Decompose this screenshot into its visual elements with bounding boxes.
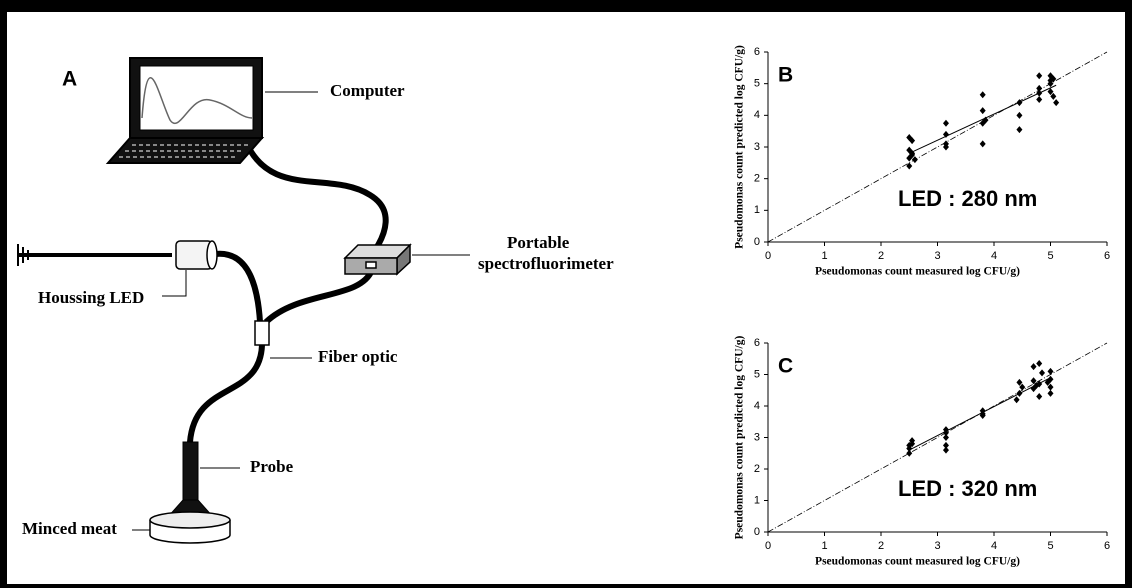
y-tick-label: 4 xyxy=(754,400,760,412)
y-tick-label: 0 xyxy=(754,526,760,538)
coupler xyxy=(255,321,269,345)
x-tick-label: 4 xyxy=(991,250,997,262)
x-tick-label: 5 xyxy=(1047,540,1053,552)
panel-label: B xyxy=(778,64,793,87)
label: Houssing LED xyxy=(38,288,144,307)
x-tick-label: 6 xyxy=(1104,250,1110,262)
x-axis-title: Pseudomonas count measured log CFU/g) xyxy=(815,556,1020,568)
y-tick-label: 1 xyxy=(754,494,760,506)
label: Probe xyxy=(250,457,294,476)
x-tick-label: 0 xyxy=(765,250,771,262)
x-tick-label: 3 xyxy=(934,250,940,262)
x-axis-title: Pseudomonas count measured log CFU/g) xyxy=(815,266,1020,278)
page: {"diagram": {"panel_label": "A", "labels… xyxy=(0,0,1132,588)
panel-label: C xyxy=(778,355,793,378)
y-tick-label: 2 xyxy=(754,463,760,475)
x-tick-label: 4 xyxy=(991,540,997,552)
x-tick-label: 1 xyxy=(821,250,827,262)
x-tick-label: 6 xyxy=(1104,540,1110,552)
y-tick-label: 3 xyxy=(754,431,760,443)
y-tick-label: 6 xyxy=(754,337,760,349)
annotation: LED : 320 nm xyxy=(898,476,1037,501)
y-tick-label: 3 xyxy=(754,141,760,153)
y-tick-label: 2 xyxy=(754,173,760,185)
led-housing-end xyxy=(207,241,217,269)
y-tick-label: 0 xyxy=(754,236,760,248)
y-axis-title: Pseudomonas count predicted log CFU/g) xyxy=(734,45,746,249)
label: Fiber optic xyxy=(318,347,398,366)
x-tick-label: 2 xyxy=(878,250,884,262)
figure: A xyxy=(0,0,1132,588)
label: Computer xyxy=(330,81,405,100)
x-tick-label: 3 xyxy=(934,540,940,552)
y-axis-title: Pseudomonas count predicted log CFU/g) xyxy=(734,336,746,540)
dish-top xyxy=(150,512,230,528)
x-tick-label: 2 xyxy=(878,540,884,552)
label: Portable xyxy=(507,233,570,252)
y-tick-label: 5 xyxy=(754,368,760,380)
y-tick-label: 5 xyxy=(754,78,760,90)
y-tick-label: 4 xyxy=(754,109,760,121)
label: Minced meat xyxy=(22,519,117,538)
screen-display xyxy=(140,66,253,130)
x-tick-label: 5 xyxy=(1047,250,1053,262)
label: spectrofluorimeter xyxy=(478,254,614,273)
annotation: LED : 280 nm xyxy=(898,186,1037,211)
x-tick-label: 1 xyxy=(821,540,827,552)
box-port xyxy=(366,262,376,268)
probe xyxy=(183,442,198,504)
x-tick-label: 0 xyxy=(765,540,771,552)
panel-label: A xyxy=(62,68,77,91)
y-tick-label: 1 xyxy=(754,204,760,216)
y-tick-label: 6 xyxy=(754,46,760,58)
